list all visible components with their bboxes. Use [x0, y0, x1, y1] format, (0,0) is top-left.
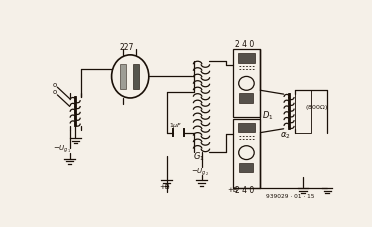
Text: o: o [53, 89, 57, 95]
Text: 227: 227 [120, 43, 134, 52]
Text: $-U_{g_1}$: $-U_{g_1}$ [53, 143, 71, 154]
Text: $-U_{g_2}$: $-U_{g_2}$ [191, 166, 209, 177]
Bar [240, 94, 253, 103]
Bar [120, 65, 126, 89]
Text: 2 4 0: 2 4 0 [235, 39, 254, 48]
Text: $D_1$: $D_1$ [262, 109, 273, 122]
Text: 939029 · 01 · 15: 939029 · 01 · 15 [266, 193, 314, 198]
Bar [232, 119, 260, 188]
Text: 2 4 0: 2 4 0 [235, 185, 254, 194]
Bar [295, 91, 311, 133]
Text: $G_1$: $G_1$ [193, 150, 205, 163]
Text: $\alpha_2$: $\alpha_2$ [280, 130, 291, 140]
Text: +B: +B [159, 183, 170, 189]
Text: +B: +B [227, 186, 238, 192]
Text: $1\mu F$: $1\mu F$ [169, 121, 183, 130]
Text: $(800\Omega)$: $(800\Omega)$ [305, 103, 328, 111]
Bar [232, 50, 260, 118]
Bar [240, 163, 253, 172]
Text: o: o [53, 81, 57, 87]
Bar [238, 54, 255, 63]
Bar [132, 65, 139, 89]
Bar [238, 123, 255, 132]
